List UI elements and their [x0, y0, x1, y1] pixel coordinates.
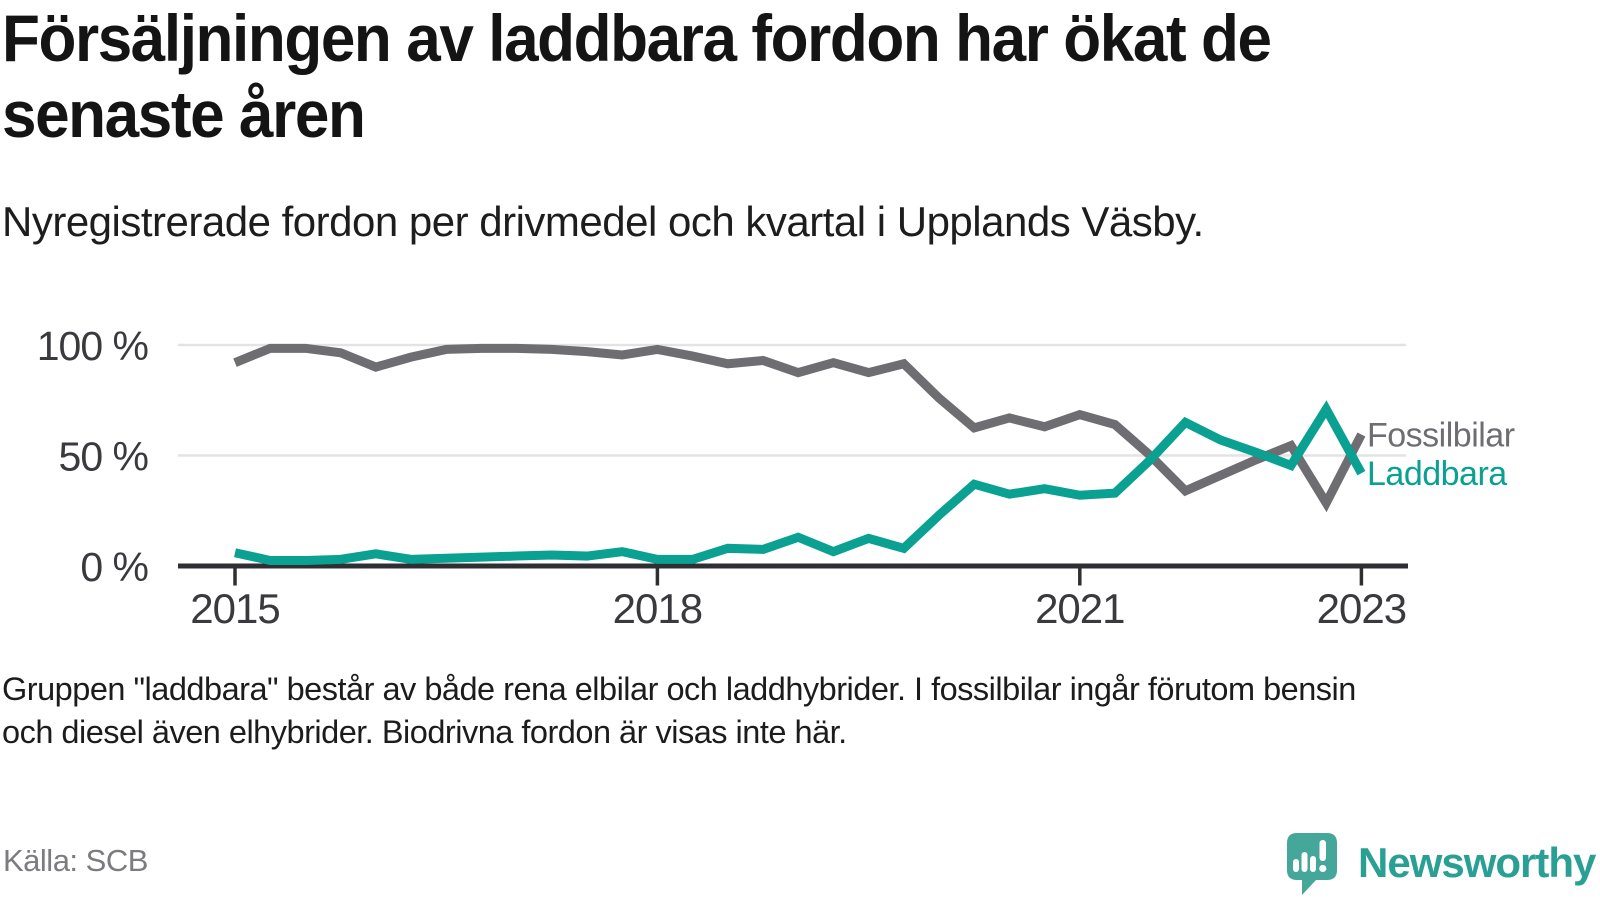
- line-chart: 100 % 50 % 0 % 2015 2018 2021 2023 Fossilbilar L…: [0, 305, 1600, 640]
- x-axis-tick-label: 2021: [1035, 585, 1124, 632]
- laddbara-series-label: Laddbara: [1367, 455, 1507, 493]
- fossilbilar-series-label: Fossilbilar: [1367, 417, 1515, 455]
- x-axis-tick-label: 2018: [613, 585, 702, 632]
- y-axis-tick-label: 50 %: [59, 434, 148, 480]
- chart-footnote: Gruppen "laddbara" består av både rena e…: [2, 671, 1356, 750]
- x-axis-tick-label: 2023: [1317, 585, 1406, 632]
- fossilbilar-line: [233, 343, 1366, 513]
- y-axis-tick-label: 100 %: [37, 323, 148, 369]
- newsworthy-logo: Newsworthy: [1286, 832, 1596, 902]
- laddbara-line: [234, 400, 1366, 565]
- x-axis-tick-label: 2015: [190, 585, 279, 632]
- y-axis-tick-label: 0 %: [80, 544, 148, 590]
- line-chart-canvas: 100 % 50 % 0 % 2015 2018 2021 2023 FossilbilarL…: [37, 323, 1515, 632]
- bar-2: [1301, 852, 1308, 872]
- bar-1: [1293, 859, 1299, 872]
- exclamation-stroke: [1319, 840, 1326, 861]
- source-label: Källa: SCB: [3, 843, 148, 878]
- bar-3: [1310, 856, 1316, 872]
- chart-title: Försäljningen av laddbara fordon har öka…: [2, 1, 1272, 151]
- newsworthy-wordmark: Newsworthy: [1358, 839, 1596, 886]
- exclamation-dot: [1319, 864, 1327, 873]
- chart-subtitle: Nyregistrerade fordon per drivmedel och …: [2, 198, 1204, 245]
- newsworthy-speech-bubble-chart-icon: [1287, 833, 1337, 895]
